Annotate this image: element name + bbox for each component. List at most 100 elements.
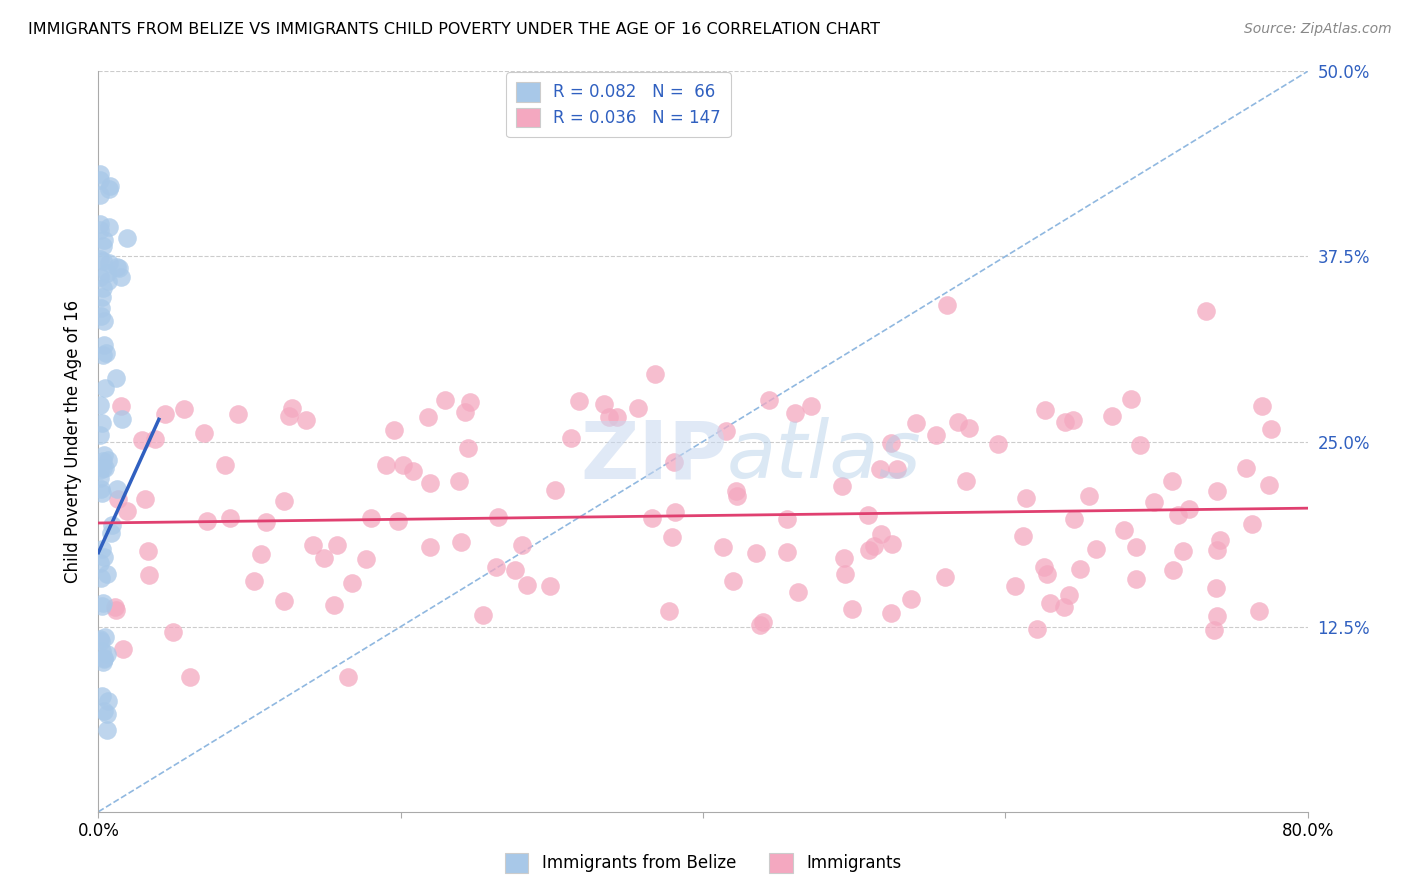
Point xyxy=(143,432,166,446)
Point xyxy=(1205,582,1227,596)
Point xyxy=(89,172,111,186)
Point xyxy=(831,479,853,493)
Point xyxy=(957,421,980,435)
Point xyxy=(354,552,377,566)
Point xyxy=(783,406,806,420)
Point xyxy=(1161,474,1184,488)
Point xyxy=(419,475,441,490)
Point xyxy=(90,486,112,500)
Point xyxy=(1025,622,1047,636)
Point xyxy=(117,230,139,244)
Point xyxy=(714,424,737,438)
Point xyxy=(856,508,879,523)
Point xyxy=(89,632,111,646)
Point xyxy=(111,411,134,425)
Point xyxy=(1033,403,1056,417)
Point xyxy=(484,560,506,574)
Point xyxy=(104,603,127,617)
Point xyxy=(758,392,780,407)
Point xyxy=(96,723,118,737)
Point xyxy=(457,441,479,455)
Point xyxy=(89,269,111,284)
Point xyxy=(93,314,115,328)
Point xyxy=(1167,508,1189,522)
Point xyxy=(387,514,409,528)
Point xyxy=(1062,412,1084,426)
Point xyxy=(340,575,363,590)
Point xyxy=(606,410,628,425)
Point xyxy=(94,381,117,395)
Y-axis label: Child Poverty Under the Age of 16: Child Poverty Under the Age of 16 xyxy=(65,300,83,583)
Point xyxy=(89,398,111,412)
Point xyxy=(900,591,922,606)
Point xyxy=(243,574,266,588)
Point xyxy=(93,705,115,719)
Point xyxy=(90,483,112,497)
Point xyxy=(228,408,250,422)
Point xyxy=(91,254,114,268)
Point xyxy=(568,393,591,408)
Point xyxy=(1129,438,1152,452)
Point xyxy=(433,392,456,407)
Point xyxy=(93,338,115,352)
Point xyxy=(1171,543,1194,558)
Point xyxy=(195,514,218,528)
Point xyxy=(800,399,823,413)
Point xyxy=(94,461,117,475)
Point xyxy=(402,465,425,479)
Point xyxy=(1195,304,1218,318)
Point xyxy=(503,563,526,577)
Point xyxy=(97,219,120,234)
Point xyxy=(1178,502,1201,516)
Point xyxy=(987,437,1010,451)
Point xyxy=(752,615,775,630)
Point xyxy=(323,598,346,612)
Point xyxy=(749,617,772,632)
Point xyxy=(105,482,128,496)
Point xyxy=(337,670,360,684)
Point xyxy=(90,633,112,648)
Point xyxy=(880,606,903,620)
Point xyxy=(273,493,295,508)
Point xyxy=(925,428,948,442)
Point xyxy=(1004,579,1026,593)
Point xyxy=(104,600,127,615)
Point xyxy=(138,544,160,558)
Point xyxy=(98,256,121,270)
Point xyxy=(538,579,561,593)
Point xyxy=(1260,422,1282,436)
Point xyxy=(105,260,128,274)
Point xyxy=(89,462,111,476)
Point xyxy=(641,511,664,525)
Point xyxy=(89,471,111,485)
Point xyxy=(94,346,117,360)
Point xyxy=(91,416,114,430)
Point xyxy=(90,301,112,315)
Point xyxy=(1206,483,1229,498)
Point xyxy=(935,298,957,312)
Point xyxy=(96,648,118,662)
Point xyxy=(955,474,977,488)
Point xyxy=(544,483,567,498)
Point xyxy=(1143,495,1166,509)
Point xyxy=(90,689,112,703)
Point xyxy=(776,512,799,526)
Point xyxy=(97,453,120,467)
Point xyxy=(100,526,122,541)
Point xyxy=(724,483,747,498)
Point xyxy=(948,415,970,429)
Point xyxy=(93,549,115,564)
Point xyxy=(96,566,118,581)
Point xyxy=(644,367,666,381)
Point xyxy=(1202,624,1225,638)
Point xyxy=(153,407,176,421)
Point xyxy=(841,601,863,615)
Point xyxy=(218,511,240,525)
Point xyxy=(661,530,683,544)
Point xyxy=(89,217,111,231)
Point xyxy=(832,551,855,566)
Point xyxy=(1101,409,1123,423)
Point xyxy=(1057,588,1080,602)
Point xyxy=(254,516,277,530)
Point xyxy=(664,505,686,519)
